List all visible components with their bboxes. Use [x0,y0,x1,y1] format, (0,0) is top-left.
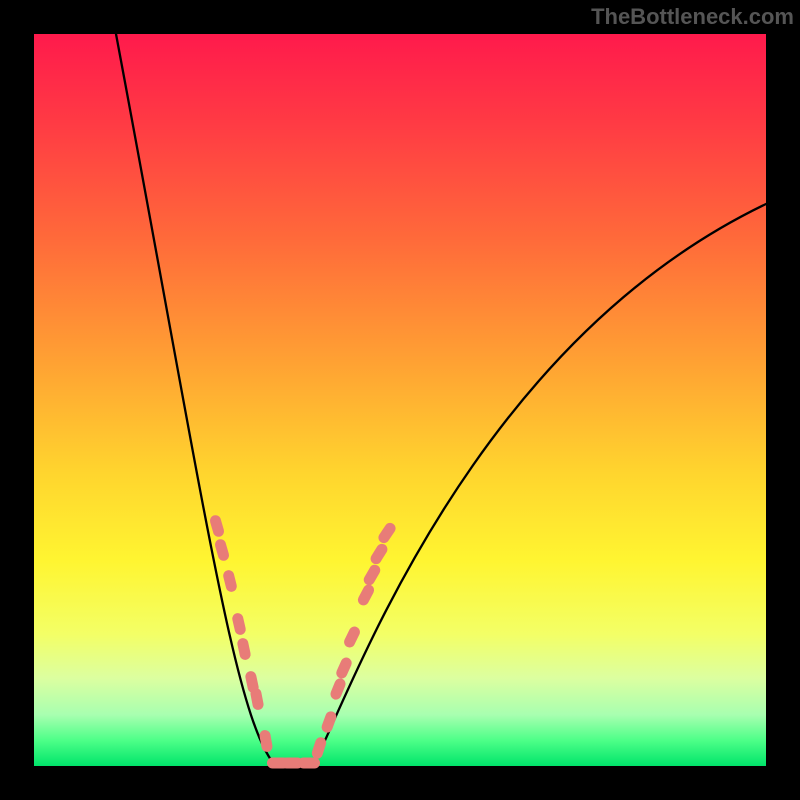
data-marker [320,710,338,734]
data-marker [209,514,226,538]
data-marker [362,563,383,588]
plot-area [34,34,766,766]
curve-layer [34,34,766,766]
data-marker [214,538,231,562]
data-marker [236,637,251,661]
data-marker [310,736,327,760]
data-marker [298,758,320,769]
data-marker [342,625,362,650]
data-marker [250,687,265,711]
data-marker [356,583,376,608]
watermark-text: TheBottleneck.com [591,4,794,30]
data-marker [335,656,354,681]
chart-container: TheBottleneck.com [0,0,800,800]
data-marker [259,729,274,753]
data-marker [231,612,247,636]
data-marker [376,521,397,545]
data-marker [369,542,390,566]
data-marker [222,569,238,593]
bottleneck-curve [116,34,766,764]
